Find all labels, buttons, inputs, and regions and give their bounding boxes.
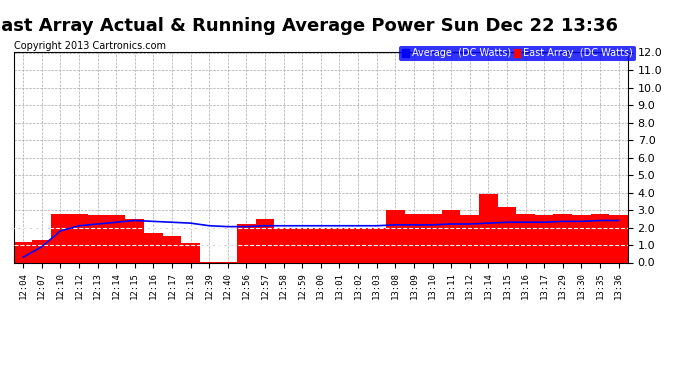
Bar <box>256 219 275 262</box>
Bar <box>386 210 404 262</box>
Bar <box>553 213 572 262</box>
Bar <box>312 228 330 262</box>
Bar <box>70 213 88 262</box>
Bar <box>330 228 348 262</box>
Bar <box>609 215 628 262</box>
Text: Copyright 2013 Cartronics.com: Copyright 2013 Cartronics.com <box>14 41 166 51</box>
Bar <box>535 215 553 262</box>
Bar <box>181 243 200 262</box>
Bar <box>460 215 479 262</box>
Legend: Average  (DC Watts), East Array  (DC Watts): Average (DC Watts), East Array (DC Watts… <box>400 46 635 61</box>
Bar <box>516 213 535 262</box>
Bar <box>144 233 163 262</box>
Bar <box>237 224 256 262</box>
Bar <box>479 194 497 262</box>
Bar <box>423 213 442 262</box>
Bar <box>293 228 312 262</box>
Bar <box>51 213 70 262</box>
Bar <box>591 213 609 262</box>
Bar <box>14 242 32 262</box>
Bar <box>442 210 460 262</box>
Text: East Array Actual & Running Average Power Sun Dec 22 13:36: East Array Actual & Running Average Powe… <box>0 17 618 35</box>
Bar <box>126 219 144 262</box>
Bar <box>348 228 367 262</box>
Bar <box>275 228 293 262</box>
Bar <box>572 215 591 262</box>
Bar <box>32 240 51 262</box>
Bar <box>107 215 126 262</box>
Bar <box>367 228 386 262</box>
Bar <box>497 207 516 262</box>
Bar <box>88 215 107 262</box>
Bar <box>163 236 181 262</box>
Bar <box>404 213 423 262</box>
